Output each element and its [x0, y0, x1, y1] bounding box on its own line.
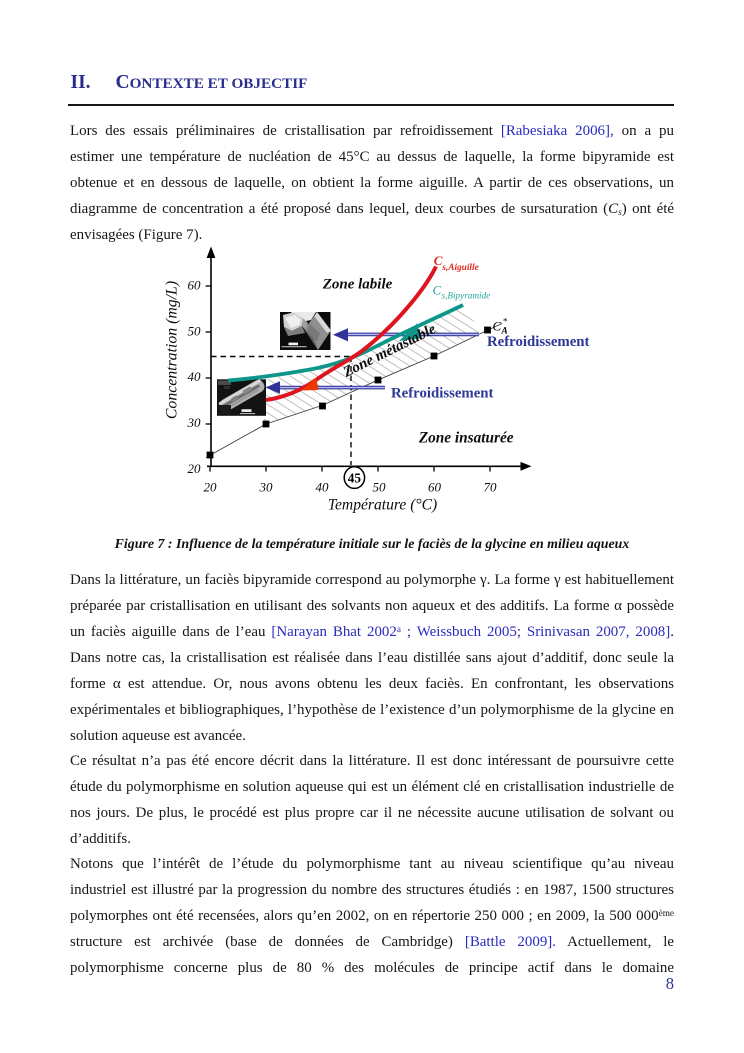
svg-text:70: 70	[484, 480, 498, 495]
svg-text:C: C	[493, 319, 502, 334]
svg-text:40: 40	[316, 480, 330, 495]
svg-text:20: 20	[188, 461, 202, 476]
svg-text:50: 50	[373, 480, 387, 495]
svg-text:s,Bipyramide: s,Bipyramide	[442, 290, 491, 300]
svg-text:60: 60	[188, 277, 202, 292]
svg-text:Zone labile: Zone labile	[322, 277, 393, 293]
svg-text:45: 45	[348, 471, 362, 486]
svg-text:C: C	[433, 283, 442, 298]
svg-text:20: 20	[204, 480, 218, 495]
svg-text:A: A	[501, 327, 508, 337]
svg-text:Température (°C): Température (°C)	[328, 497, 437, 514]
svg-text:Refroidissement: Refroidissement	[391, 386, 494, 402]
svg-text:C: C	[434, 253, 443, 268]
svg-text:60: 60	[428, 480, 442, 495]
svg-text:Refroidissement: Refroidissement	[487, 334, 590, 350]
svg-text:*: *	[503, 317, 508, 327]
svg-text:30: 30	[187, 415, 202, 430]
svg-text:30: 30	[259, 480, 274, 495]
svg-text:40: 40	[188, 369, 202, 384]
svg-text:Concentration (mg/L): Concentration (mg/L)	[164, 281, 181, 419]
svg-text:s,Aiguille: s,Aiguille	[441, 263, 478, 273]
svg-text:50: 50	[188, 323, 202, 338]
svg-text:Zone insaturée: Zone insaturée	[418, 429, 514, 446]
